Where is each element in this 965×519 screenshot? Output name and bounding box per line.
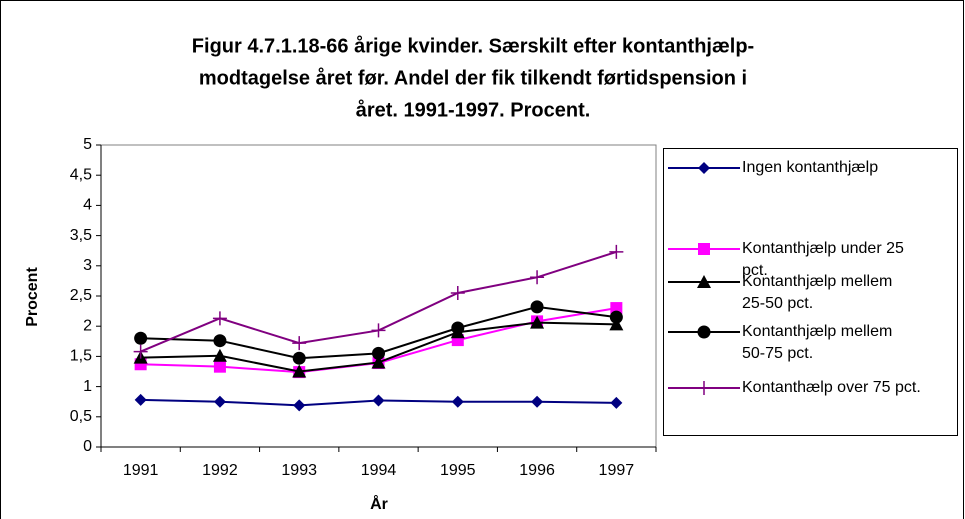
- legend-label: Ingen kontanthjælp: [742, 159, 878, 176]
- y-tick-label: 1,5: [70, 348, 92, 365]
- marker: [292, 351, 306, 365]
- legend-marker: [698, 162, 710, 174]
- x-tick-label: 1993: [281, 462, 317, 479]
- y-tick-label: 4: [83, 197, 92, 214]
- marker: [372, 346, 385, 360]
- y-tick-label: 3: [83, 257, 92, 274]
- marker: [451, 395, 464, 408]
- marker: [450, 285, 465, 300]
- marker: [610, 302, 623, 315]
- marker: [212, 311, 227, 326]
- chart-title: modtagelse året før. Andel der fik tilke…: [199, 66, 747, 89]
- marker: [609, 317, 624, 331]
- y-tick-label: 5: [83, 136, 92, 153]
- marker: [609, 310, 623, 324]
- legend-marker: [697, 381, 711, 395]
- y-tick-label: 3,5: [70, 227, 92, 244]
- marker: [371, 355, 386, 369]
- x-tick-label: 1992: [202, 462, 238, 479]
- marker: [292, 336, 307, 351]
- marker: [213, 334, 227, 348]
- y-tick-label: 1: [83, 378, 92, 395]
- marker: [213, 360, 226, 373]
- chart-title: året. 1991-1997. Procent.: [356, 98, 591, 121]
- marker: [530, 270, 545, 285]
- marker: [293, 399, 306, 412]
- marker: [134, 393, 147, 406]
- marker: [610, 396, 623, 409]
- x-tick-label: 1997: [599, 462, 635, 479]
- marker: [212, 348, 227, 362]
- legend-marker: [697, 275, 711, 288]
- legend-label: Kontanthjælp mellem 50-75 pct.: [742, 323, 892, 362]
- legend-marker: [697, 325, 711, 339]
- y-tick-label: 0,5: [70, 408, 92, 425]
- chart-title: Figur 4.7.1.18-66 årige kvinder. Særskil…: [192, 34, 754, 57]
- legend-label: Kontanthælp over 75 pct.: [742, 379, 921, 396]
- marker: [372, 394, 385, 407]
- marker: [371, 323, 386, 338]
- marker: [292, 364, 307, 378]
- x-tick-label: 1996: [519, 462, 555, 479]
- y-axis-label: Procent: [24, 267, 41, 327]
- marker: [609, 244, 624, 259]
- marker: [531, 395, 544, 408]
- marker: [530, 315, 545, 329]
- x-tick-label: 1994: [361, 462, 397, 479]
- y-tick-label: 4,5: [70, 166, 92, 183]
- marker: [133, 344, 148, 359]
- x-axis-label: År: [370, 494, 388, 513]
- y-tick-label: 2: [83, 317, 92, 334]
- y-tick-label: 2,5: [70, 287, 92, 304]
- legend-label: Kontanthjælp mellem 25-50 pct.: [742, 273, 892, 312]
- legend-label: Kontanthjælp under 25 pct.: [742, 240, 904, 279]
- marker: [134, 331, 148, 345]
- x-tick-label: 1995: [440, 462, 476, 479]
- marker: [530, 300, 544, 314]
- legend-marker: [698, 243, 710, 255]
- marker: [451, 321, 465, 335]
- y-tick-label: 0: [83, 438, 92, 455]
- marker: [213, 395, 226, 408]
- x-tick-label: 1991: [123, 462, 159, 479]
